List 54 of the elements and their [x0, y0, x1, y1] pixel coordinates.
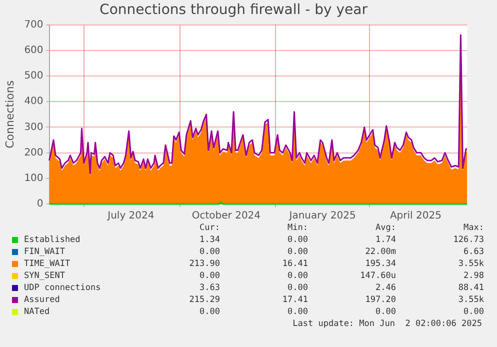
text: Avg: — [374, 222, 396, 234]
y-tick-label: 300 — [24, 122, 44, 133]
text: 0.00 — [198, 306, 220, 318]
text: 3.55k — [457, 294, 484, 306]
text: 3.55k — [457, 258, 484, 270]
y-tick-label: 100 — [24, 172, 44, 184]
x-tick-label: January 2025 — [288, 210, 356, 222]
text: 0.00 — [286, 282, 308, 294]
text: 147.60u — [359, 270, 396, 282]
text: 195.34 — [364, 258, 396, 270]
y-tick-label: 200 — [24, 147, 44, 158]
text: 213.90 — [188, 258, 220, 270]
text: 1.34 — [198, 234, 220, 246]
text: Last update: Mon Jun 2 02:00:06 2025 — [292, 318, 482, 330]
y-tick-label: 400 — [24, 96, 44, 108]
text: 0.00 — [286, 270, 308, 282]
text: 3.63 — [198, 282, 220, 294]
text: 17.41 — [281, 294, 308, 306]
legend-label: Assured — [24, 294, 60, 306]
legend-label: TIME_WAIT — [24, 258, 70, 270]
chart-title: Connections through firewall - by year — [100, 2, 368, 18]
text: 126.73 — [452, 234, 484, 246]
x-tick-label: April 2025 — [390, 210, 442, 222]
y-tick-label: 0 — [36, 198, 44, 210]
text: 0.00 — [286, 234, 308, 246]
text: Min: — [286, 222, 308, 234]
legend-label: FIN_WAIT — [24, 246, 65, 258]
y-tick-label: 600 — [24, 44, 44, 56]
text: Max: — [462, 222, 484, 234]
text: 1.74 — [374, 234, 396, 246]
x-tick-label: July 2024 — [106, 210, 154, 222]
legend-label: UDP connections — [24, 282, 101, 294]
text: 0.00 — [198, 270, 220, 282]
text: 2.46 — [374, 282, 396, 294]
y-tick-label: 500 — [24, 70, 44, 82]
text: 0.00 — [374, 306, 396, 318]
x-tick-label: October 2024 — [192, 210, 261, 222]
legend-label: SYN_SENT — [24, 270, 65, 282]
text: 0.00 — [198, 246, 220, 258]
y-axis-title: Connections — [3, 80, 16, 148]
text: 88.41 — [457, 282, 484, 294]
text: 2.98 — [462, 270, 484, 282]
text: 16.41 — [281, 258, 308, 270]
text: 0.00 — [286, 246, 308, 258]
text: 6.63 — [462, 246, 484, 258]
text: 0.00 — [462, 306, 484, 318]
y-tick-label: 700 — [24, 19, 44, 30]
text: 22.00m — [364, 246, 396, 258]
text: 197.20 — [364, 294, 396, 306]
text: 215.29 — [188, 294, 220, 306]
text: Cur: — [198, 222, 220, 234]
text: 0.00 — [286, 306, 308, 318]
legend-label: Established — [24, 234, 80, 246]
legend-label: NATed — [24, 306, 50, 318]
